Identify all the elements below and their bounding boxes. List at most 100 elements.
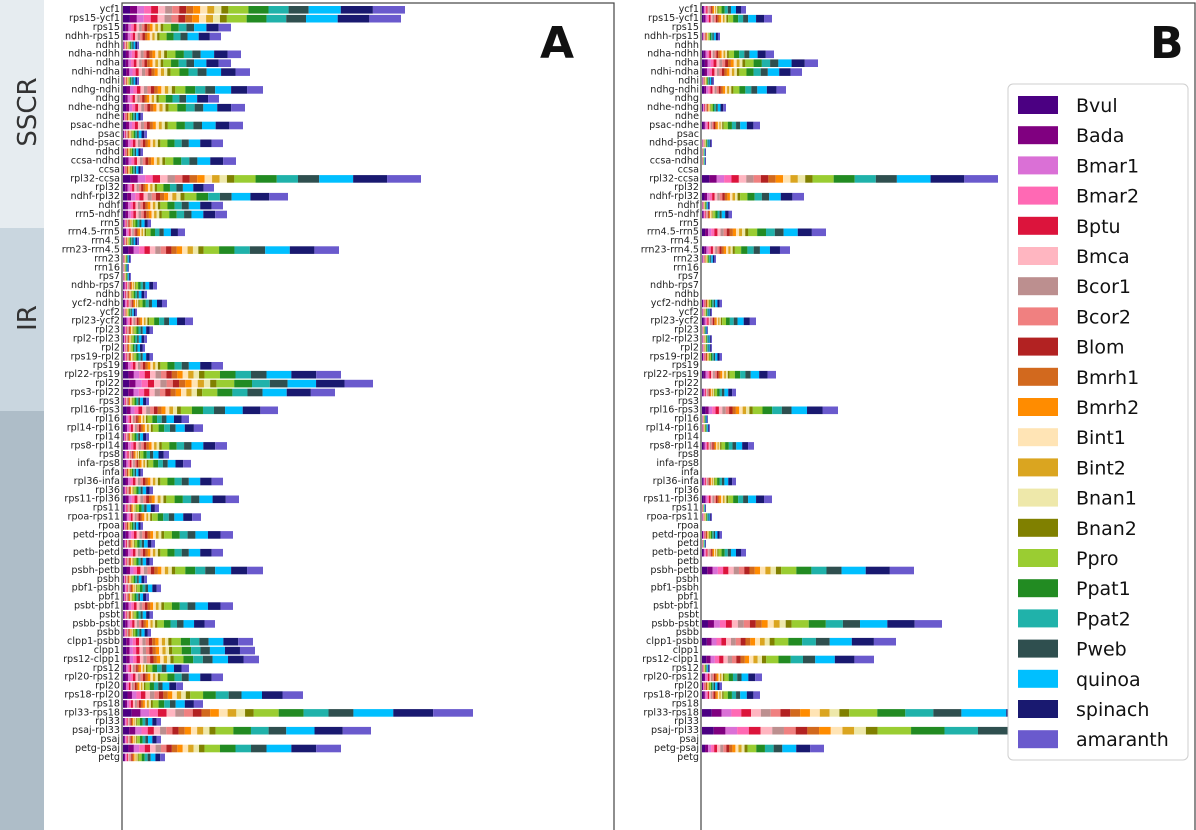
- bar-segment-Bmca: [158, 6, 166, 14]
- bar-segment-Bmar1: [135, 726, 142, 735]
- bar-segment-Bnan2: [129, 148, 131, 156]
- bar-segment-Bmar2: [132, 646, 137, 655]
- bar-segment-Bmrh1: [711, 548, 713, 557]
- bar-segment-Bmar2: [129, 184, 133, 192]
- bar-segment-Ppat1: [278, 709, 304, 717]
- bar-segment-Bptu: [704, 210, 706, 219]
- bar-segment-Bada: [703, 495, 706, 504]
- bar-segment-Bcor1: [139, 23, 142, 32]
- bar-segment-Pweb: [707, 344, 709, 352]
- bar-segment-Blom: [136, 664, 138, 673]
- region-sidebar: SSCR IR: [0, 0, 44, 830]
- bar-segment-Bnan1: [148, 513, 151, 521]
- bar-segment-Bint2: [130, 433, 132, 441]
- bar-segment-Pweb: [181, 477, 189, 486]
- bar-segment-Bint2: [715, 548, 717, 557]
- bar-segment-Bada: [125, 620, 128, 628]
- bar-segment-Bvul: [123, 103, 127, 112]
- bar-segment-spinach: [149, 281, 154, 290]
- bar-segment-quinoa: [265, 246, 290, 254]
- bar-segment-Ppat1: [139, 718, 143, 726]
- bar-segment-Bmar2: [131, 59, 134, 67]
- bar-segment-spinach: [224, 646, 240, 655]
- bar-segment-Bint2: [731, 68, 735, 76]
- bar-segment-amaranth: [128, 264, 129, 272]
- bar-segment-Bmca: [127, 735, 129, 744]
- bar-segment-quinoa: [133, 77, 136, 85]
- bar-segment-Bnan1: [739, 59, 743, 67]
- bar-segment-Bmrh1: [163, 691, 168, 699]
- bar-segment-Bmrh2: [706, 531, 708, 539]
- bar-segment-Bmrh2: [754, 566, 761, 575]
- bar-segment-Bada: [707, 620, 714, 628]
- bar-segment-Bvul: [702, 299, 703, 308]
- bar-segment-Bada: [124, 424, 127, 432]
- bar-segment-Ppat1: [219, 370, 236, 379]
- bar-segment-Bcor2: [126, 112, 127, 121]
- bar-segment-quinoa: [715, 299, 718, 308]
- bar-segment-Bint1: [133, 584, 135, 593]
- bar-segment-Bptu: [126, 718, 128, 726]
- bar-segment-Bmrh1: [149, 121, 153, 130]
- bar-segment-Bmrh1: [147, 59, 150, 67]
- bar-segment-Bmar1: [129, 103, 133, 112]
- bar-segment-Bmrh1: [138, 459, 140, 468]
- bar-segment-Pweb: [181, 201, 189, 210]
- tick-label: rpl33: [95, 716, 120, 727]
- bar-segment-Ppat2: [707, 335, 708, 343]
- bar-segment-Ppro: [128, 41, 131, 50]
- bar-segment-Bmar2: [724, 175, 732, 183]
- bar-segment-Bmrh2: [142, 513, 145, 521]
- bar-segment-Bnan1: [741, 744, 745, 753]
- bar-segment-Bada: [123, 130, 125, 139]
- bar-segment-Pweb: [219, 192, 232, 201]
- tick-label: rpl14-rpl16: [67, 423, 120, 434]
- bar-segment-Bmar2: [130, 32, 133, 41]
- bar-segment-Ppro: [184, 192, 197, 201]
- bar-segment-Bmrh2: [127, 522, 129, 530]
- bar-segment-Bada: [126, 86, 130, 94]
- bar-segment-Bint1: [735, 744, 739, 753]
- legend-label-Bada: Bada: [1076, 125, 1124, 147]
- bar-segment-amaranth: [247, 566, 263, 575]
- bar-segment-Bmca: [704, 353, 705, 361]
- bar-segment-Bint2: [128, 112, 130, 121]
- bar-segment-Bint1: [161, 566, 165, 575]
- bar-segment-Pweb: [760, 68, 768, 76]
- bar-segment-Bnan2: [171, 86, 176, 94]
- bar-segment-amaranth: [804, 59, 818, 67]
- bar-segment-Bnan1: [735, 192, 738, 201]
- bar-segment-Bvul: [702, 691, 704, 699]
- bar-segment-Bmar2: [125, 629, 126, 637]
- bar-segment-Bmar2: [711, 744, 715, 753]
- bar-segment-Bptu: [135, 103, 139, 112]
- bar-segment-Bvul: [123, 718, 124, 726]
- bar-segment-Ppro: [714, 477, 718, 486]
- bar-segment-Bnan1: [156, 442, 160, 450]
- bar-segment-Bmca: [130, 228, 133, 237]
- bar-segment-Ppat2: [163, 513, 169, 521]
- bar-segment-Bvul: [123, 228, 125, 237]
- bar-segment-quinoa: [741, 673, 749, 682]
- bar-segment-spinach: [206, 59, 219, 67]
- bar-segment-Bmca: [131, 317, 134, 326]
- bar-segment-Bnan1: [129, 468, 130, 477]
- bar-segment-Bmca: [125, 148, 126, 156]
- bar-segment-Bada: [125, 23, 129, 32]
- bar-segment-Bmar2: [132, 68, 136, 76]
- bar-segment-Ppat1: [710, 682, 713, 690]
- bar-segment-Ppat2: [159, 317, 165, 326]
- bar-segment-Bnan2: [150, 513, 153, 521]
- bar-segment-Bint2: [719, 121, 721, 130]
- bar-segment-Bcor1: [140, 121, 144, 130]
- bar-segment-Ppro: [729, 370, 735, 379]
- bar-segment-Pweb: [826, 566, 842, 575]
- panel-a-frame: [121, 2, 615, 830]
- legend-label-Bcor2: Bcor2: [1076, 306, 1131, 328]
- bar-segment-Bmar2: [139, 370, 145, 379]
- bar-segment-Bmar1: [705, 370, 708, 379]
- bar-segment-Bnan1: [152, 620, 156, 628]
- bar-segment-amaranth: [181, 664, 189, 673]
- bar-segment-Pweb: [733, 317, 738, 326]
- bar-segment-Bmar1: [704, 121, 707, 130]
